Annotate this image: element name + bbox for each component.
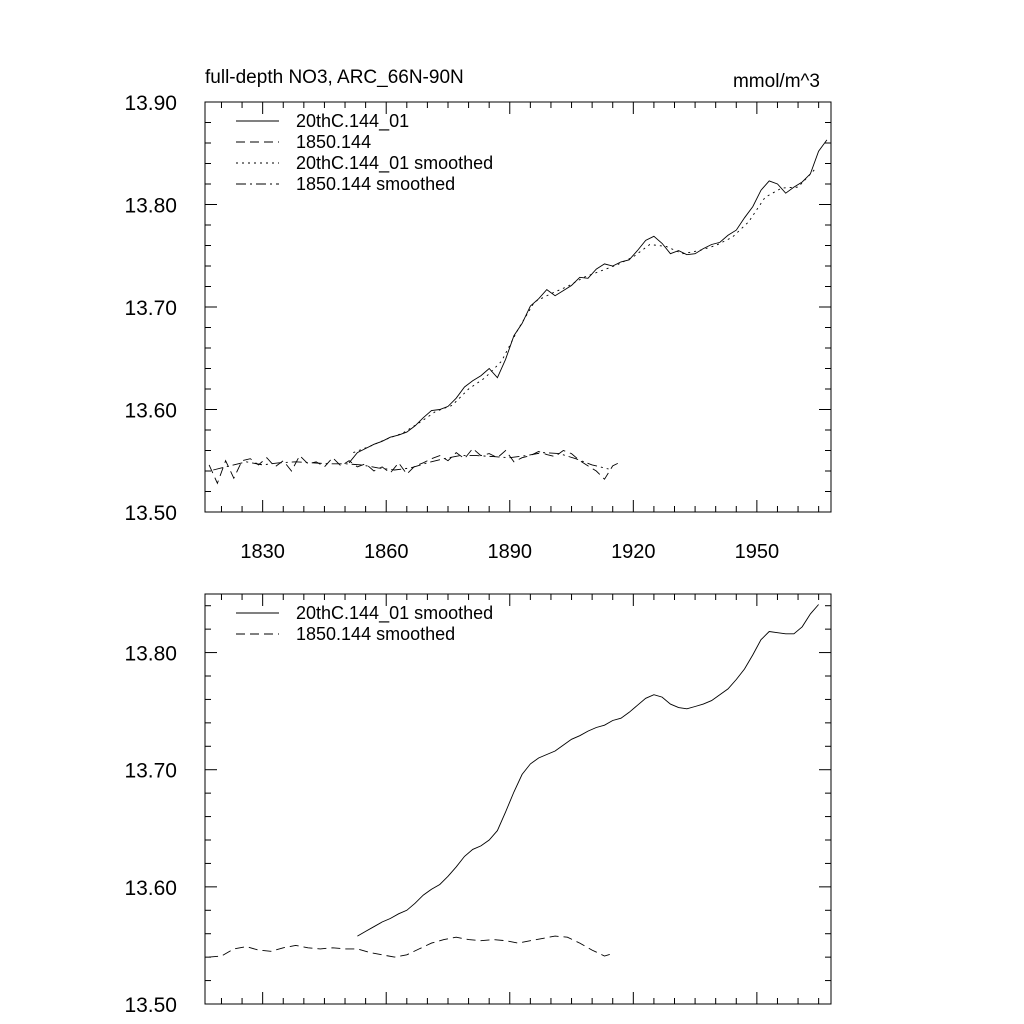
axis-ticks: 1830 1860 1890 1920 1950 13.50 13.60 13.70 13.80… — [124, 92, 831, 563]
y-tick-label: 13.50 — [124, 502, 177, 525]
y-tick-label: 13.90 — [124, 92, 177, 115]
series-line — [357, 604, 819, 937]
x-tick-label: 1950 — [735, 541, 780, 563]
top-chart-panel: full-depth NO3, ARC_66N-90N mmol/m^3 183… — [124, 67, 832, 563]
units-label: mmol/m^3 — [733, 71, 820, 92]
legend-label: 20thC.144_01 smoothed — [296, 153, 493, 174]
legend-label: 20thC.144_01 — [296, 111, 409, 132]
axis-ticks: 13.50 13.60 13.70 13.80 — [124, 594, 831, 1017]
series-lines — [209, 604, 819, 958]
series-lines — [208, 139, 828, 485]
y-tick-label: 13.60 — [124, 400, 177, 423]
y-tick-label: 13.80 — [124, 643, 177, 666]
series-line — [348, 139, 828, 464]
y-tick-label: 13.60 — [124, 877, 177, 900]
series-line — [209, 935, 613, 958]
y-tick-label: 13.80 — [124, 195, 177, 218]
legend-label: 1850.144 smoothed — [296, 174, 455, 194]
legend-label: 1850.144 smoothed — [296, 624, 455, 644]
y-tick-label: 13.70 — [124, 297, 177, 320]
chart-title: full-depth NO3, ARC_66N-90N — [205, 67, 464, 88]
bottom-chart-panel: 13.50 13.60 13.70 13.80 20thC.144_01 smooth… — [124, 593, 832, 1017]
x-tick-label: 1890 — [488, 541, 533, 563]
series-line — [353, 169, 815, 454]
x-tick-label: 1920 — [611, 541, 656, 563]
series-line — [213, 452, 609, 471]
legend-label: 1850.144 — [296, 132, 371, 152]
x-tick-label: 1860 — [364, 541, 409, 563]
plot-frame — [204, 593, 832, 1005]
x-tick-label: 1830 — [240, 541, 285, 563]
legend-label: 20thC.144_01 smoothed — [296, 603, 493, 624]
y-tick-label: 13.50 — [124, 994, 177, 1017]
y-tick-label: 13.70 — [124, 760, 177, 783]
series-line — [208, 447, 622, 485]
